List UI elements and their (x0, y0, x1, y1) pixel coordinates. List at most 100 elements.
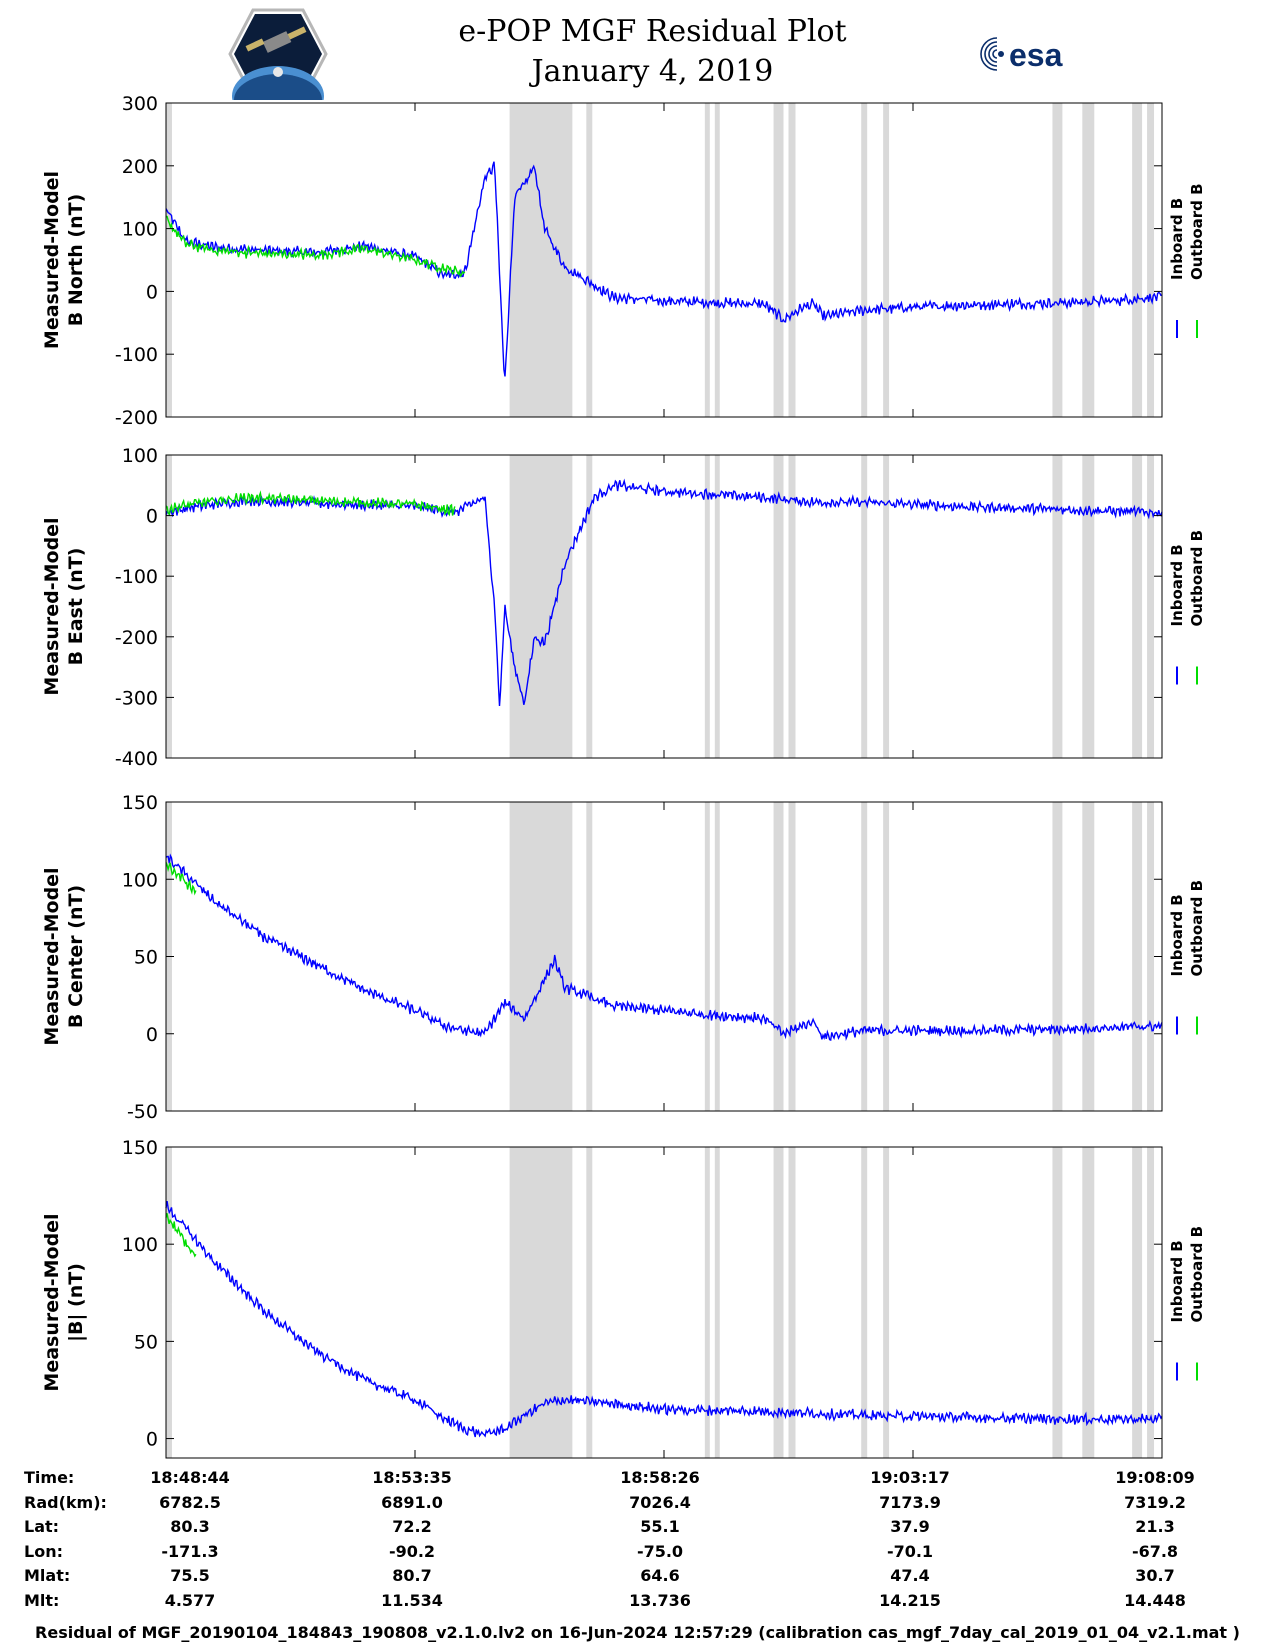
y-tick-label: 100 (122, 1234, 158, 1256)
data-gap-shading (788, 802, 796, 1111)
data-gap-shading (586, 455, 593, 758)
y-tick-label: 200 (122, 156, 158, 178)
data-gap-shading (1132, 1147, 1143, 1458)
y-tick-label: 50 (134, 947, 158, 969)
y-tick-label: -400 (115, 748, 158, 770)
ephemeris-cell: 72.2 (392, 1517, 432, 1537)
y-tick-label: 100 (122, 445, 158, 467)
data-gap-shading (883, 103, 890, 417)
data-gap-shading (788, 1147, 796, 1458)
data-gap-shading (1052, 455, 1063, 758)
ephemeris-cell: 6782.5 (159, 1492, 221, 1512)
ephemeris-row-label: Rad(km): (24, 1492, 107, 1512)
ephemeris-cell: 55.1 (640, 1517, 680, 1537)
data-gap-shading (1082, 103, 1095, 417)
data-gap-shading (883, 802, 890, 1111)
ephemeris-cell: 7319.2 (1124, 1492, 1186, 1512)
footer-caption: Residual of MGF_20190104_184843_190808_v… (35, 1623, 1240, 1642)
data-gap-shading (1052, 1147, 1063, 1458)
legend-entry-label: Outboard B (1188, 183, 1206, 280)
cassiope-patch-icon (228, 8, 328, 100)
ephemeris-cell: 19:08:09 (1115, 1468, 1195, 1487)
data-gap-shading (1147, 455, 1155, 758)
data-gap-shading (861, 103, 868, 417)
data-gap-shading (773, 802, 784, 1111)
series-line-outboard-b (165, 215, 466, 278)
data-gap-shading (1082, 1147, 1095, 1458)
series-line-inboard-b (165, 1200, 1163, 1438)
data-gap-shading (773, 103, 784, 417)
data-gap-shading (1082, 455, 1095, 758)
page-title: e-POP MGF Residual Plot (458, 14, 847, 49)
ephemeris-cell: 47.4 (890, 1566, 930, 1586)
y-tick-label: 300 (122, 93, 158, 115)
ephemeris-row: Lon: -171.3 -90.2 -75.0 -70.1 -67.8 (0, 1542, 1275, 1566)
data-gap-shading (788, 103, 796, 417)
data-gap-shading (788, 455, 796, 758)
esa-logo-icon: esa (975, 30, 1095, 78)
y-tick-label: 150 (122, 792, 158, 814)
ephemeris-row: Mlt: 4.577 11.534 13.736 14.215 14.448 (0, 1591, 1275, 1615)
ephemeris-cell: 14.215 (879, 1591, 941, 1610)
data-gap-shading (1147, 802, 1155, 1111)
series-line-outboard-b (165, 862, 197, 896)
ephemeris-table: Time: 18:48:44 18:53:35 18:58:26 19:03:17 19:… (0, 1468, 1275, 1618)
ephemeris-cell: -67.8 (1131, 1541, 1179, 1561)
ephemeris-row-label: Lat: (24, 1517, 60, 1537)
ephemeris-cell: 7173.9 (879, 1492, 941, 1512)
y-tick-label: 100 (122, 219, 158, 241)
legend-entry-label: Inboard B (1168, 1240, 1186, 1322)
ephemeris-cell: 18:48:44 (150, 1468, 230, 1487)
series-line-outboard-b (165, 490, 456, 517)
data-gap-shading (586, 103, 593, 417)
data-gap-shading (1052, 103, 1063, 417)
ephemeris-cell: 11.534 (381, 1591, 443, 1610)
data-gap-shading (1132, 455, 1143, 758)
data-gap-shading (586, 802, 593, 1111)
data-gap-shading (509, 103, 573, 417)
ephemeris-cell: -171.3 (161, 1541, 219, 1561)
y-tick-label: -200 (115, 407, 158, 429)
data-gap-shading (714, 455, 720, 758)
legend-entry-label: Outboard B (1188, 880, 1206, 977)
ephemeris-cell: 21.3 (1135, 1517, 1175, 1537)
data-gap-shading (166, 103, 172, 417)
ephemeris-cell: -70.1 (886, 1541, 934, 1561)
y-axis-label: Measured-Model (41, 1213, 63, 1391)
y-tick-label: 0 (146, 1429, 158, 1451)
ephemeris-cell: 75.5 (170, 1566, 210, 1586)
y-tick-label: -50 (127, 1101, 158, 1123)
data-gap-shading (704, 103, 710, 417)
ephemeris-cell: 19:03:17 (870, 1468, 950, 1487)
data-gap-shading (1082, 802, 1095, 1111)
ephemeris-cell: 14.448 (1124, 1591, 1186, 1610)
data-gap-shading (704, 802, 710, 1111)
data-gap-shading (1147, 103, 1155, 417)
y-tick-label: -100 (115, 344, 158, 366)
ephemeris-row-label: Time: (24, 1468, 75, 1487)
ephemeris-cell: 80.3 (170, 1517, 210, 1537)
ephemeris-cell: -90.2 (388, 1541, 436, 1561)
ephemeris-cell: 64.6 (640, 1566, 680, 1586)
ephemeris-cell: 18:58:26 (620, 1468, 700, 1487)
series-line-inboard-b (165, 853, 1163, 1041)
ephemeris-cell: 7026.4 (629, 1492, 691, 1512)
data-gap-shading (509, 1147, 573, 1458)
data-gap-shading (704, 1147, 710, 1458)
data-gap-shading (714, 802, 720, 1111)
data-gap-shading (773, 455, 784, 758)
ephemeris-row-label: Mlat: (24, 1566, 71, 1586)
y-axis-label: Measured-Model (41, 171, 63, 349)
series-line-outboard-b (165, 1213, 197, 1258)
y-tick-label: -300 (115, 687, 158, 709)
y-tick-label: 150 (122, 1137, 158, 1159)
ephemeris-row-label: Mlt: (24, 1591, 60, 1610)
y-tick-label: 100 (122, 869, 158, 891)
ephemeris-cell: 13.736 (629, 1591, 691, 1610)
y-axis-label: B East (nT) (65, 548, 87, 666)
y-tick-label: 0 (146, 506, 158, 528)
y-axis-label: B Center (nT) (65, 885, 87, 1028)
ephemeris-cell: 18:53:35 (372, 1468, 452, 1487)
data-gap-shading (883, 1147, 890, 1458)
